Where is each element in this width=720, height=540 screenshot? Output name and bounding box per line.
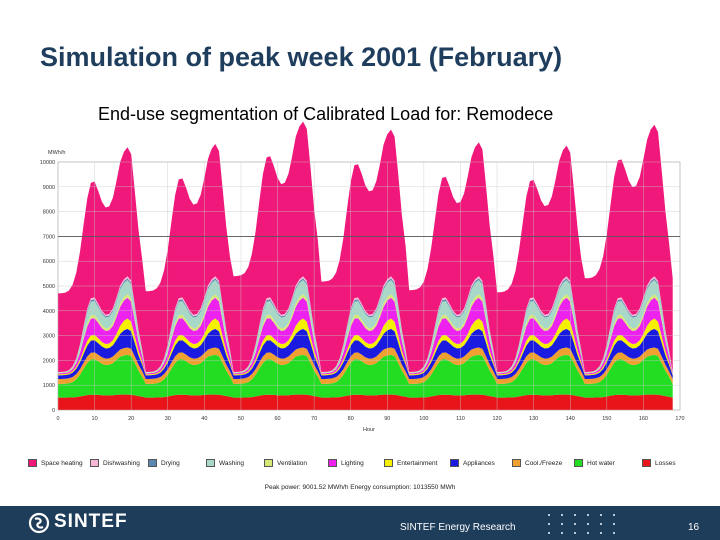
legend-swatch xyxy=(90,459,99,468)
y-tick-label: 5000 xyxy=(43,284,55,290)
legend-swatch xyxy=(148,459,157,468)
decor-dot xyxy=(548,532,550,534)
decor-dot xyxy=(574,532,576,534)
y-tick-label: 2000 xyxy=(43,358,55,364)
x-tick-label: 0 xyxy=(56,416,59,422)
area-series-losses xyxy=(58,394,673,410)
decor-dot xyxy=(613,514,615,516)
legend-item-drying: Drying xyxy=(148,458,180,470)
legend-label: Space heating xyxy=(41,460,83,467)
decor-dot xyxy=(587,514,589,516)
x-tick-label: 130 xyxy=(529,416,538,422)
area-series-lighting xyxy=(58,297,673,375)
legend-item-lighting: Lighting xyxy=(328,458,364,470)
decor-dot xyxy=(561,514,563,516)
decor-dot xyxy=(574,514,576,516)
x-axis-label: Hour xyxy=(363,427,375,433)
legend-item-dishwashing: Dishwashing xyxy=(90,458,140,470)
decor-dot xyxy=(613,523,615,525)
slide-title: Simulation of peak week 2001 (February) xyxy=(40,42,563,72)
legend-label: Washing xyxy=(219,460,245,467)
y-tick-label: 10000 xyxy=(40,160,55,166)
decor-dot xyxy=(587,523,589,525)
legend-label: Cool./Freeze xyxy=(525,460,563,467)
x-tick-label: 30 xyxy=(165,416,171,422)
x-tick-label: 140 xyxy=(566,416,575,422)
y-axis-label: MWh/h xyxy=(48,150,65,156)
decor-dot xyxy=(548,523,550,525)
y-tick-label: 7000 xyxy=(43,234,55,240)
x-tick-label: 70 xyxy=(311,416,317,422)
x-tick-label: 120 xyxy=(492,416,501,422)
legend-item-space-heating: Space heating xyxy=(28,458,83,470)
legend-item-appliances: Appliances xyxy=(450,458,495,470)
y-tick-label: 9000 xyxy=(43,185,55,191)
legend-swatch xyxy=(512,459,521,468)
area-series-washing xyxy=(58,280,673,373)
x-tick-label: 20 xyxy=(128,416,134,422)
chart-legend: Space heating Dishwashing Drying Washing Ven… xyxy=(18,458,708,472)
area-series-space-heating xyxy=(58,121,673,372)
legend-label: Appliances xyxy=(463,460,495,467)
decor-dot xyxy=(613,532,615,534)
area-series-cool-freeze xyxy=(58,347,673,384)
legend-swatch xyxy=(642,459,651,468)
decor-dot xyxy=(587,532,589,534)
page-number: 16 xyxy=(688,522,700,533)
decor-dot xyxy=(574,523,576,525)
y-tick-label: 6000 xyxy=(43,259,55,265)
x-tick-label: 50 xyxy=(238,416,244,422)
area-series-appliances xyxy=(58,328,673,379)
sintef-logo-icon xyxy=(28,512,50,534)
legend-item-losses: Losses xyxy=(642,458,676,470)
x-tick-label: 170 xyxy=(675,416,684,422)
legend-item-ventilation: Ventilation xyxy=(264,458,307,470)
legend-swatch xyxy=(450,459,459,468)
x-tick-label: 60 xyxy=(274,416,280,422)
legend-item-entertainment: Entertainment xyxy=(384,458,437,470)
legend-label: Dishwashing xyxy=(103,460,140,467)
x-tick-label: 40 xyxy=(201,416,207,422)
x-tick-label: 90 xyxy=(384,416,390,422)
legend-swatch xyxy=(28,459,37,468)
footer-text: SINTEF Energy Research xyxy=(400,522,516,533)
legend-item-hot-water: Hot water xyxy=(574,458,615,470)
decor-dot xyxy=(600,532,602,534)
legend-swatch xyxy=(574,459,583,468)
legend-label: Entertainment xyxy=(397,460,438,467)
area-series-hot-water xyxy=(58,354,673,398)
area-series-entertainment xyxy=(58,318,673,376)
peak-power-text: Peak power: 9001.52 MWh/h Energy consump… xyxy=(264,484,456,491)
decor-dot xyxy=(561,523,563,525)
brand-name: SINTEF xyxy=(54,511,128,532)
y-tick-label: 4000 xyxy=(43,309,55,315)
legend-label: Drying xyxy=(161,460,180,467)
x-tick-label: 80 xyxy=(348,416,354,422)
x-tick-label: 160 xyxy=(639,416,648,422)
x-tick-label: 100 xyxy=(419,416,428,422)
decor-dot xyxy=(600,523,602,525)
y-tick-label: 0 xyxy=(52,408,55,414)
legend-swatch xyxy=(328,459,337,468)
chart-title: End-use segmentation of Calibrated Load … xyxy=(98,104,554,124)
legend-label: Lighting xyxy=(341,460,364,467)
legend-label: Losses xyxy=(655,460,676,467)
x-tick-label: 110 xyxy=(456,416,465,422)
y-tick-label: 1000 xyxy=(43,383,55,389)
decor-dot xyxy=(600,514,602,516)
decor-dot xyxy=(548,514,550,516)
x-tick-label: 150 xyxy=(602,416,611,422)
y-tick-label: 3000 xyxy=(43,334,55,340)
legend-swatch xyxy=(264,459,273,468)
decor-dot xyxy=(561,532,563,534)
legend-item-washing: Washing xyxy=(206,458,244,470)
legend-item-cool-freeze: Cool./Freeze xyxy=(512,458,562,470)
legend-label: Hot water xyxy=(587,460,615,467)
x-tick-label: 10 xyxy=(92,416,98,422)
legend-label: Ventilation xyxy=(277,460,307,467)
legend-swatch xyxy=(206,459,215,468)
y-tick-label: 8000 xyxy=(43,210,55,216)
legend-swatch xyxy=(384,459,393,468)
